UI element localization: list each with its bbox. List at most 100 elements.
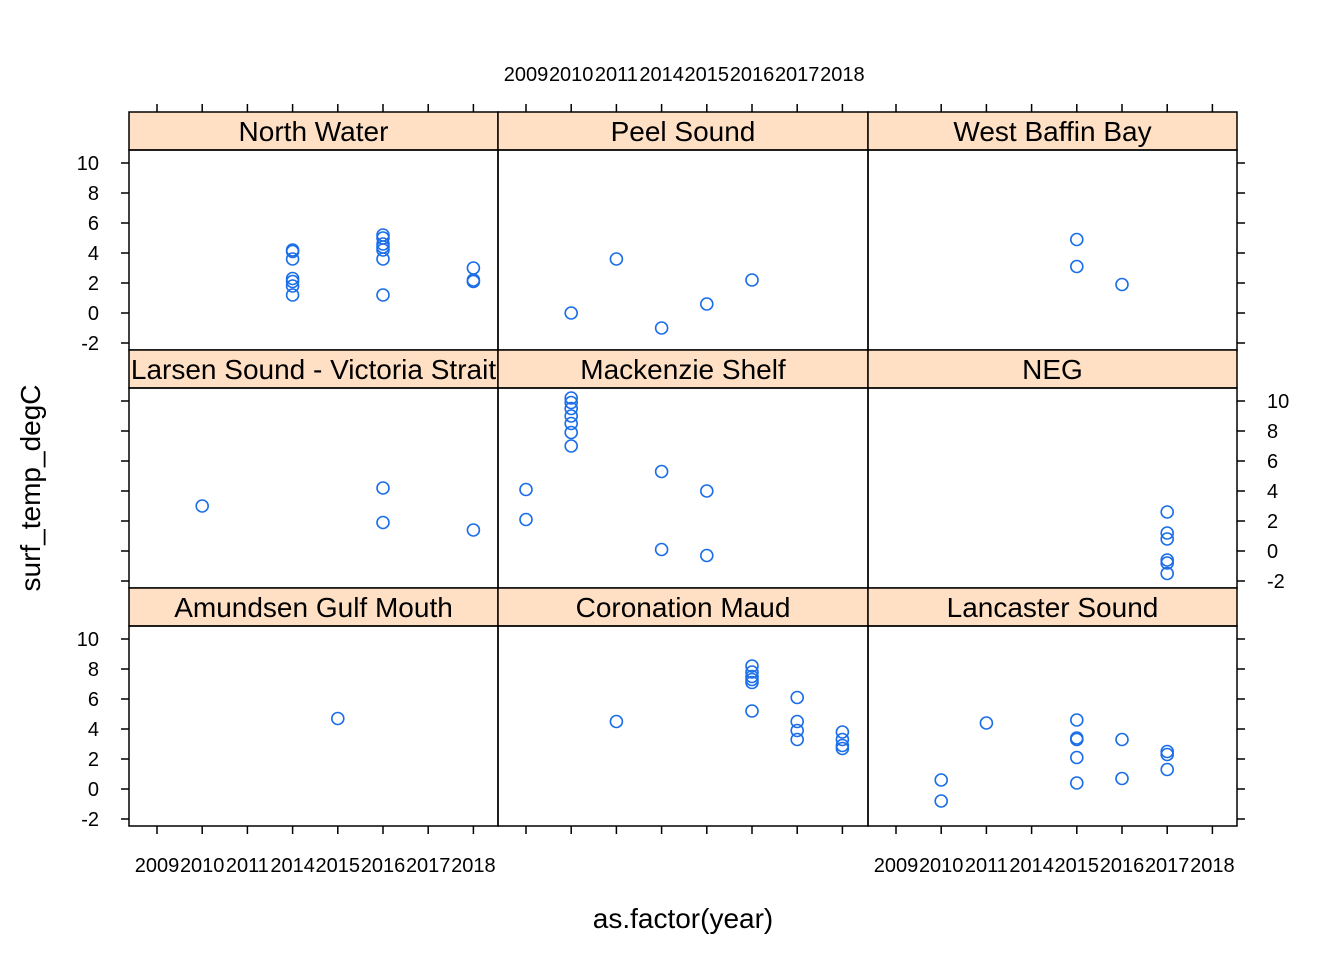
data-point [745,672,759,687]
data-point [609,252,624,266]
data-point [1160,747,1174,762]
panel-strip [497,349,869,389]
data-point [376,243,390,257]
panel-strip-label: Coronation Maud [576,592,791,623]
data-point [564,391,579,405]
panel-frame [497,149,869,351]
y-tick-label: 8 [1267,421,1278,443]
data-point [1160,532,1174,546]
data-point [376,515,390,530]
x-tick-label: 2009 [504,64,549,86]
x-tick-label: 2010 [919,855,964,877]
data-point [564,395,579,410]
data-point [699,548,714,563]
y-tick-label: -2 [81,809,99,831]
y-tick-label: 10 [1267,391,1289,413]
x-tick-label: 2009 [874,855,919,877]
y-tick-label: 2 [88,749,99,771]
data-point [745,665,759,679]
y-tick-label: 0 [1267,541,1278,563]
x-tick-label: 2015 [1055,855,1100,877]
panel: Lancaster Sound [867,587,1238,827]
data-point [699,297,714,311]
panel: Larsen Sound - Victoria Strait [128,349,499,589]
data-point [1160,744,1174,759]
data-point [979,716,994,730]
data-point [519,482,533,497]
data-point [835,732,850,747]
data-point [654,542,669,557]
panel-strip-label: West Baffin Bay [953,116,1151,147]
data-point [1160,505,1174,519]
data-point [564,416,579,431]
data-point [376,481,390,495]
data-point [835,725,850,739]
data-point [564,401,579,416]
data-point [1070,776,1084,790]
data-point [466,274,481,289]
panel-strip [867,587,1238,627]
y-tick-label: 4 [88,719,99,741]
x-tick-label: 2014 [639,64,684,86]
panel-frame [128,387,499,589]
x-tick-label: 2018 [1190,855,1235,877]
data-point [285,279,300,293]
data-point [285,274,300,289]
data-point [745,273,759,287]
data-point [1115,732,1129,747]
x-tick-label: 2009 [135,855,180,877]
data-point [609,714,624,729]
x-tick-label: 2010 [549,64,594,86]
panel: Peel Sound [497,111,869,351]
panel-strip-label: NEG [1022,354,1083,385]
y-axis-title: surf_temp_degC [15,384,46,591]
x-tick-label: 2011 [965,855,1008,877]
data-point [195,499,209,513]
x-tick-label: 2010 [180,855,225,877]
data-point [564,306,579,320]
y-tick-label: -2 [1267,571,1285,593]
panel-frame [867,387,1238,589]
x-axis-title: as.factor(year) [593,903,774,934]
y-tick-label: 0 [88,303,99,325]
panel-strip-label: Peel Sound [611,116,756,147]
data-point [285,252,300,266]
data-point [835,741,850,756]
panel-frame [497,387,869,589]
data-point [519,512,533,527]
panel-strip-label: North Water [239,116,389,147]
panel-strip-label: Amundsen Gulf Mouth [174,592,453,623]
x-tick-label: 2015 [685,64,730,86]
panel-strip [128,111,499,151]
panel-strip [128,349,499,389]
data-point [466,261,481,275]
y-tick-label: 2 [1267,511,1278,533]
data-point [1070,259,1084,274]
y-tick-label: 4 [88,243,99,265]
panel-strip [867,349,1238,389]
panel-frame [867,625,1238,827]
panel-frame [497,625,869,827]
data-point [934,794,949,808]
x-tick-label: 2014 [270,855,315,877]
panel: NEG [867,349,1238,589]
data-point [1160,553,1174,567]
panel-strip [497,587,869,627]
data-point [285,244,300,259]
data-point [745,704,759,718]
x-tick-label: 2014 [1009,855,1054,877]
x-tick-label: 2016 [1100,855,1145,877]
panel-strip [497,111,869,151]
data-point [654,464,669,479]
panel-strip-label: Lancaster Sound [947,592,1159,623]
data-point [745,675,759,690]
y-tick-label: 6 [88,689,99,711]
data-point [1070,232,1084,247]
x-tick-label: 2017 [775,64,820,86]
data-point [745,659,759,673]
data-point [790,714,805,729]
x-tick-label: 2017 [1145,855,1190,877]
data-point [1070,750,1084,765]
